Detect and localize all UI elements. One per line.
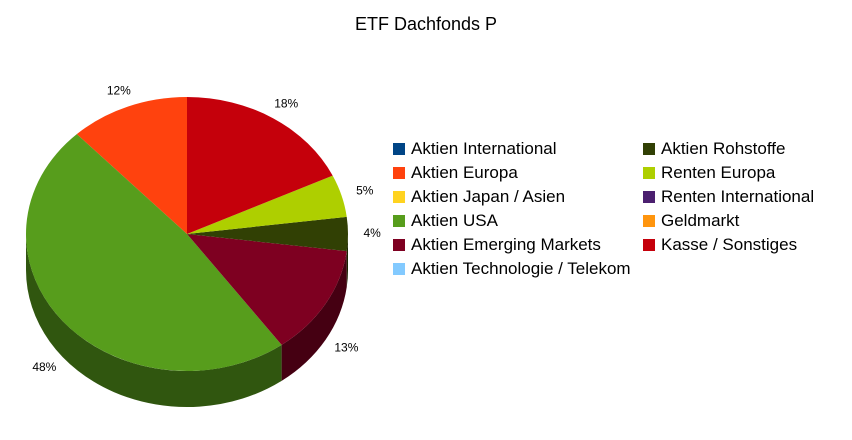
legend-label: Geldmarkt xyxy=(661,211,740,230)
legend-label: Aktien International xyxy=(411,139,557,158)
legend-item: Aktien USA xyxy=(393,210,643,232)
slice-side xyxy=(346,234,348,288)
legend-label: Renten Europa xyxy=(661,163,776,182)
legend-item: Aktien Europa xyxy=(393,162,643,184)
legend-item: Renten Europa xyxy=(643,162,848,184)
legend-label: Aktien Rohstoffe xyxy=(661,139,786,158)
legend-item: Aktien Emerging Markets xyxy=(393,234,643,256)
legend-label: Aktien Europa xyxy=(411,163,518,182)
slice xyxy=(187,216,349,252)
data-label: 5% xyxy=(356,183,374,197)
legend-label: Aktien Technologie / Telekom xyxy=(411,259,631,278)
legend-swatch xyxy=(643,143,655,155)
legend: Aktien International Aktien Europa Aktien … xyxy=(393,138,848,282)
legend-label: Aktien USA xyxy=(411,211,498,230)
legend-swatch xyxy=(393,143,405,155)
legend-label: Aktien Japan / Asien xyxy=(411,187,566,206)
slice xyxy=(187,175,347,234)
data-label: 18% xyxy=(274,97,298,111)
legend-item: Renten International xyxy=(643,186,848,208)
legend-item: Geldmarkt xyxy=(643,210,848,232)
legend-swatch xyxy=(393,215,405,227)
slice-side xyxy=(26,234,282,407)
slice-side xyxy=(281,251,347,381)
legend-swatch xyxy=(393,191,405,203)
legend-label: Aktien Emerging Markets xyxy=(411,235,601,254)
data-label: 4% xyxy=(363,226,381,240)
slice xyxy=(76,97,187,234)
legend-swatch xyxy=(643,191,655,203)
slice xyxy=(187,234,347,345)
legend-swatch xyxy=(393,239,405,251)
legend-swatch xyxy=(643,215,655,227)
legend-swatch xyxy=(643,239,655,251)
slice xyxy=(187,97,333,234)
legend-item: Aktien Technologie / Telekom xyxy=(393,258,643,280)
slice xyxy=(26,134,282,371)
legend-item: Aktien Japan / Asien xyxy=(393,186,643,208)
legend-label: Kasse / Sonstiges xyxy=(661,235,798,254)
legend-item: Kasse / Sonstiges xyxy=(643,234,848,256)
data-label: 13% xyxy=(334,340,358,354)
chart-title: ETF Dachfonds P xyxy=(355,14,497,34)
data-label: 12% xyxy=(107,84,131,98)
legend-swatch xyxy=(393,263,405,275)
legend-item: Aktien Rohstoffe xyxy=(643,138,848,160)
legend-label: Renten International xyxy=(661,187,815,206)
legend-swatch xyxy=(643,167,655,179)
data-label: 48% xyxy=(32,360,56,374)
legend-swatch xyxy=(393,167,405,179)
legend-item: Aktien International xyxy=(393,138,643,160)
